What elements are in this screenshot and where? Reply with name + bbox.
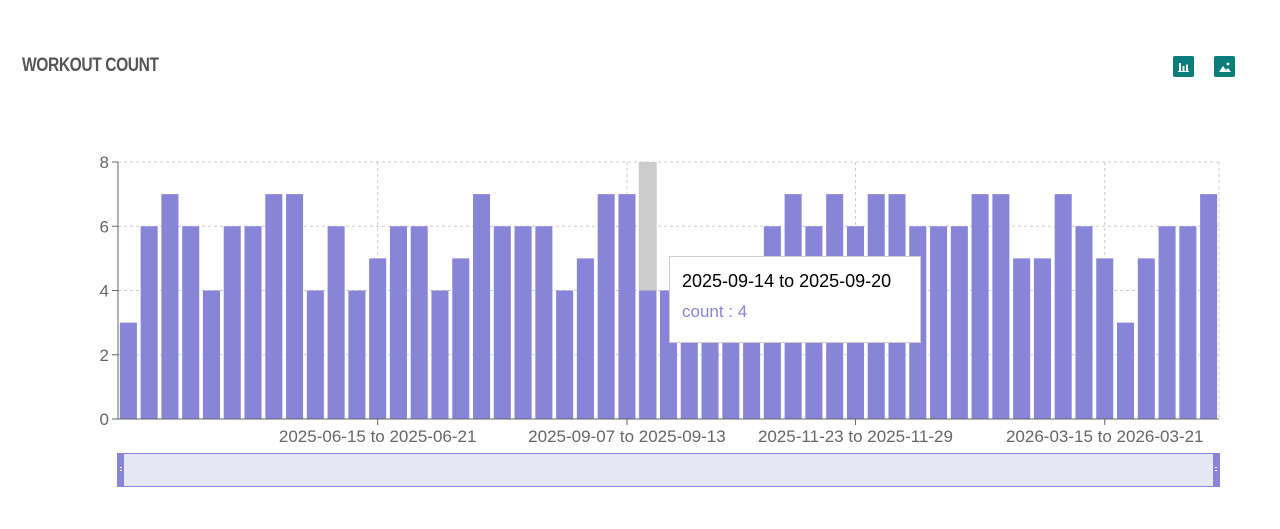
bar[interactable] [1033, 258, 1051, 419]
chart-title: WORKOUT COUNT [22, 55, 159, 76]
x-axis-ticks: 2025-06-15 to 2025-06-21 2025-09-07 to 20… [279, 419, 1204, 446]
bar-chart-icon[interactable] [1173, 56, 1194, 77]
bar[interactable] [1137, 258, 1155, 419]
bar[interactable] [1054, 194, 1072, 419]
bar[interactable] [410, 226, 428, 419]
bar[interactable] [1117, 322, 1135, 419]
bar[interactable] [306, 290, 324, 420]
x-tick-label: 2026-03-15 to 2026-03-21 [1006, 427, 1204, 446]
x-tick-label: 2025-11-23 to 2025-11-29 [758, 427, 953, 446]
x-tick-label: 2025-09-07 to 2025-09-13 [528, 427, 726, 446]
brush-handle-right[interactable] [1213, 453, 1219, 487]
bar[interactable] [244, 226, 262, 419]
bar[interactable] [992, 194, 1010, 419]
bar[interactable] [265, 194, 283, 419]
bar[interactable] [1075, 226, 1093, 419]
bar[interactable] [286, 194, 304, 419]
bar[interactable] [140, 226, 158, 419]
bar[interactable] [452, 258, 470, 419]
y-tick-label: 0 [100, 410, 109, 429]
y-tick-label: 6 [100, 217, 109, 236]
bar[interactable] [950, 226, 968, 419]
bar[interactable] [514, 226, 532, 419]
bar[interactable] [119, 322, 137, 419]
brush-handle-left[interactable] [118, 453, 124, 487]
bar[interactable] [1158, 226, 1176, 419]
bar[interactable] [161, 194, 179, 419]
bar[interactable] [1096, 258, 1114, 419]
bar[interactable] [431, 290, 449, 420]
workout-count-chart: 0 2 4 6 8 2025-06-15 to 2025-06-21 2025-09-07… [100, 153, 1220, 446]
y-tick-label: 4 [100, 282, 109, 301]
bar[interactable] [1179, 226, 1197, 419]
bar[interactable] [597, 194, 615, 419]
image-glyph [1218, 62, 1231, 72]
y-axis-ticks: 0 2 4 6 8 [100, 153, 118, 429]
bar[interactable] [618, 194, 636, 419]
bar[interactable] [473, 194, 491, 419]
image-icon[interactable] [1214, 56, 1235, 77]
bar[interactable] [369, 258, 387, 419]
bar[interactable] [556, 290, 574, 420]
bar[interactable] [182, 226, 200, 419]
bar[interactable] [535, 226, 553, 419]
bar[interactable] [576, 258, 594, 419]
bar[interactable] [930, 226, 948, 419]
brush-range-slider[interactable] [117, 453, 1220, 487]
bar[interactable] [493, 226, 511, 419]
bar[interactable] [202, 290, 220, 420]
bar[interactable] [223, 226, 241, 419]
bar[interactable] [348, 290, 366, 420]
bar[interactable] [639, 290, 657, 420]
y-tick-label: 8 [100, 153, 109, 172]
tooltip-value: count : 4 [682, 302, 748, 321]
bar[interactable] [389, 226, 407, 419]
tooltip-label: 2025-09-14 to 2025-09-20 [682, 271, 892, 291]
bar-chart-glyph [1178, 63, 1189, 72]
y-tick-label: 2 [100, 346, 109, 365]
bar[interactable] [971, 194, 989, 419]
bar[interactable] [1200, 194, 1218, 419]
bar[interactable] [1013, 258, 1031, 419]
x-tick-label: 2025-06-15 to 2025-06-21 [279, 427, 477, 446]
bar[interactable] [327, 226, 345, 419]
tooltip: 2025-09-14 to 2025-09-20 count : 4 [669, 256, 921, 343]
